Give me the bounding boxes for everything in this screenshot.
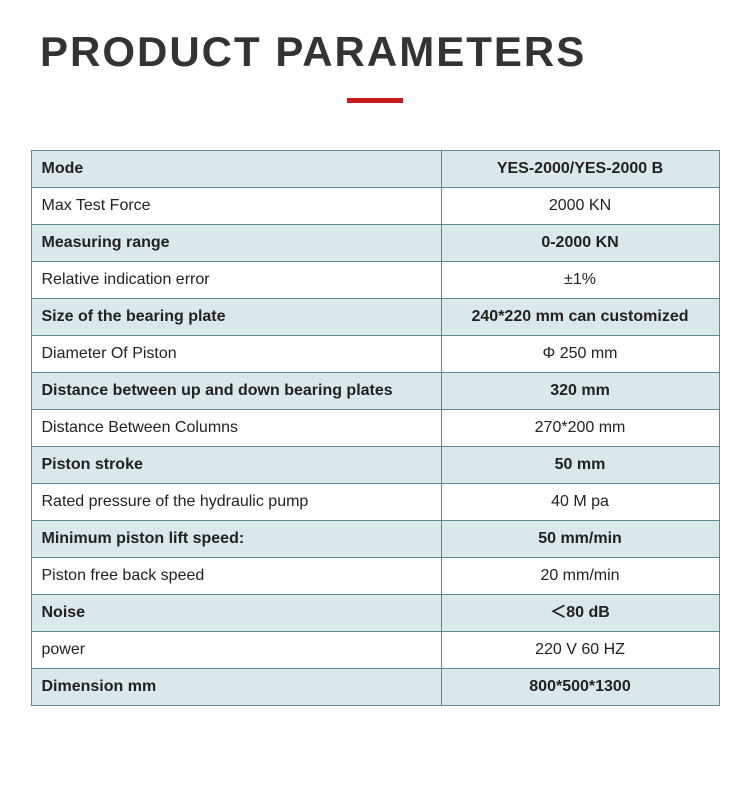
param-value: 0-2000 KN bbox=[441, 225, 719, 262]
param-label: Piston stroke bbox=[31, 447, 441, 484]
param-value: 270*200 mm bbox=[441, 410, 719, 447]
param-value: 50 mm/min bbox=[441, 521, 719, 558]
table-row: Distance between up and down bearing pla… bbox=[31, 373, 719, 410]
param-value: 800*500*1300 bbox=[441, 669, 719, 706]
param-value: Φ 250 mm bbox=[441, 336, 719, 373]
param-value: 220 V 60 HZ bbox=[441, 632, 719, 669]
accent-underline-wrap bbox=[0, 90, 750, 150]
table-row: Piston free back speed20 mm/min bbox=[31, 558, 719, 595]
parameters-table: ModeYES-2000/YES-2000 BMax Test Force200… bbox=[31, 150, 720, 706]
param-label: Max Test Force bbox=[31, 188, 441, 225]
page-title: PRODUCT PARAMETERS bbox=[0, 0, 750, 90]
table-row: Relative indication error±1% bbox=[31, 262, 719, 299]
param-label: Rated pressure of the hydraulic pump bbox=[31, 484, 441, 521]
param-label: Distance between up and down bearing pla… bbox=[31, 373, 441, 410]
table-row: Size of the bearing plate240*220 mm can … bbox=[31, 299, 719, 336]
param-value: ±1% bbox=[441, 262, 719, 299]
param-label: Distance Between Columns bbox=[31, 410, 441, 447]
param-label: Dimension mm bbox=[31, 669, 441, 706]
param-label: Noise bbox=[31, 595, 441, 632]
param-label: Relative indication error bbox=[31, 262, 441, 299]
param-value: YES-2000/YES-2000 B bbox=[441, 151, 719, 188]
param-value: 40 M pa bbox=[441, 484, 719, 521]
param-value: 2000 KN bbox=[441, 188, 719, 225]
table-row: Measuring range0-2000 KN bbox=[31, 225, 719, 262]
param-value: ＜80 dB bbox=[441, 595, 719, 632]
param-label: Size of the bearing plate bbox=[31, 299, 441, 336]
table-row: Rated pressure of the hydraulic pump40 M… bbox=[31, 484, 719, 521]
param-label: Measuring range bbox=[31, 225, 441, 262]
param-value: 50 mm bbox=[441, 447, 719, 484]
table-row: Max Test Force2000 KN bbox=[31, 188, 719, 225]
table-row: Diameter Of PistonΦ 250 mm bbox=[31, 336, 719, 373]
param-label: Minimum piston lift speed: bbox=[31, 521, 441, 558]
table-row: Minimum piston lift speed:50 mm/min bbox=[31, 521, 719, 558]
param-label: Piston free back speed bbox=[31, 558, 441, 595]
table-row: Distance Between Columns270*200 mm bbox=[31, 410, 719, 447]
param-value: 240*220 mm can customized bbox=[441, 299, 719, 336]
table-row: ModeYES-2000/YES-2000 B bbox=[31, 151, 719, 188]
table-row: Noise＜80 dB bbox=[31, 595, 719, 632]
param-label: power bbox=[31, 632, 441, 669]
param-value: 20 mm/min bbox=[441, 558, 719, 595]
param-label: Diameter Of Piston bbox=[31, 336, 441, 373]
table-row: Piston stroke50 mm bbox=[31, 447, 719, 484]
param-label: Mode bbox=[31, 151, 441, 188]
table-row: power220 V 60 HZ bbox=[31, 632, 719, 669]
param-value: 320 mm bbox=[441, 373, 719, 410]
parameters-table-body: ModeYES-2000/YES-2000 BMax Test Force200… bbox=[31, 151, 719, 706]
accent-underline bbox=[347, 98, 403, 103]
table-row: Dimension mm800*500*1300 bbox=[31, 669, 719, 706]
